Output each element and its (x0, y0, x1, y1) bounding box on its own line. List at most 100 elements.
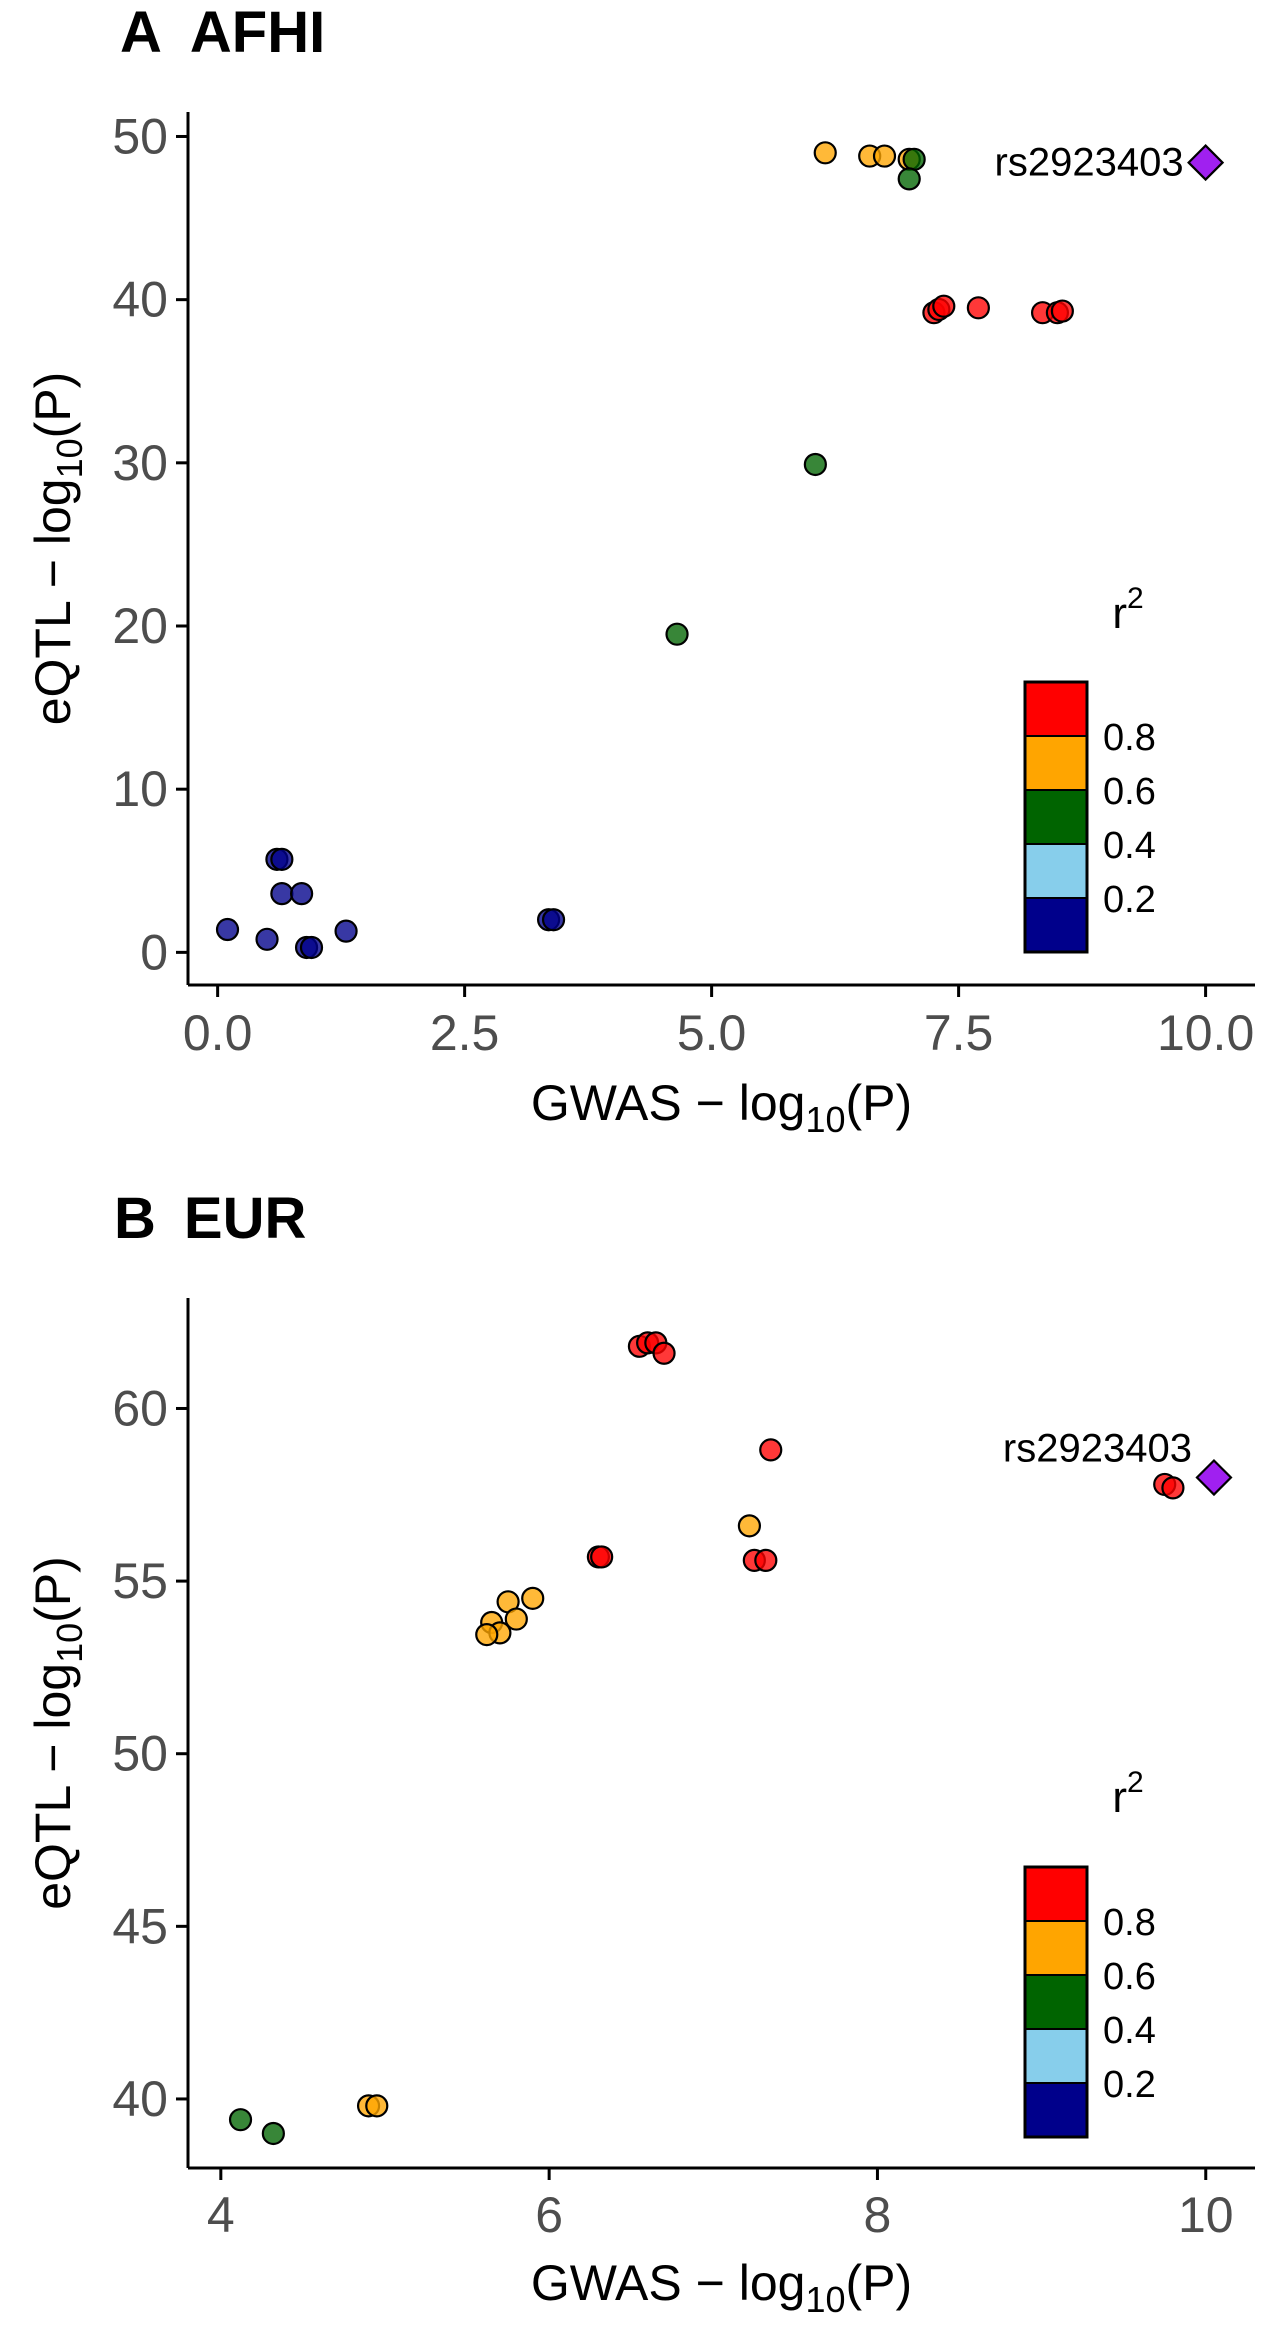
y-axis-title: eQTL − log10(P) (25, 372, 90, 726)
legend-color-swatch (1024, 681, 1088, 737)
y-axis-title-main: eQTL − log (25, 478, 81, 725)
legend-color-swatch (1024, 1920, 1088, 1976)
panel-heading: B EUR (114, 1186, 306, 1251)
x-tick-label: 4 (207, 2187, 235, 2243)
y-tick-label: 10 (112, 761, 168, 817)
legend-color-swatch (1024, 843, 1088, 899)
legend-color-swatch (1024, 2028, 1088, 2084)
data-point (872, 144, 897, 168)
legend-label: 0.4 (1103, 2010, 1156, 2052)
legend-color-swatch (1024, 2082, 1088, 2138)
legend-color-swatch (1024, 735, 1088, 791)
x-tick-label: 10.0 (1157, 1005, 1254, 1061)
panel-title: EUR (184, 1186, 306, 1251)
x-axis-title-end: (P) (846, 2255, 913, 2311)
y-tick-label: 40 (112, 2071, 168, 2127)
panel-title: AFHI (190, 0, 325, 65)
data-point (759, 1438, 783, 1462)
legend-title-superscript: 2 (1127, 582, 1144, 615)
y-tick-label: 40 (112, 272, 168, 328)
r2-legend: r2 0.8 0.6 0.4 0.2 (1023, 582, 1156, 954)
x-tick-label: 5.0 (677, 1005, 747, 1061)
data-point (652, 1341, 676, 1365)
data-point (261, 2121, 285, 2146)
y-tick-label: 50 (112, 108, 168, 164)
data-point (255, 927, 279, 951)
x-tick-label: 6 (535, 2187, 563, 2243)
data-point (737, 1514, 762, 1538)
y-tick-label: 20 (112, 598, 168, 654)
y-tick-label: 55 (112, 1553, 168, 1609)
lead-snp-label: rs2923403 (995, 141, 1184, 185)
data-point (299, 935, 324, 960)
legend-label: 0.2 (1103, 2064, 1156, 2106)
panel-letter: B (114, 1186, 156, 1251)
legend-title: r2 (1112, 1766, 1143, 1822)
legend-title-superscript: 2 (1127, 1766, 1144, 1799)
legend-label: 0.8 (1103, 1902, 1156, 1944)
data-point (270, 882, 294, 906)
data-point (365, 2094, 389, 2118)
data-point (754, 1548, 778, 1572)
legend-label: 0.4 (1103, 825, 1156, 867)
y-axis-title-end: (P) (25, 372, 81, 439)
x-tick-label: 10 (1178, 2187, 1234, 2243)
data-point (334, 919, 358, 943)
data-point (902, 147, 926, 171)
panel-heading: A AFHI (120, 0, 325, 65)
y-tick-label: 0 (140, 924, 168, 980)
x-axis-title-end: (P) (846, 1075, 913, 1131)
y-axis-title: eQTL − log10(P) (25, 1556, 90, 1910)
legend-frame (1023, 680, 1089, 954)
x-axis-title: GWAS − log10(P) (531, 2255, 912, 2320)
data-point (590, 1545, 614, 1569)
data-point (270, 847, 294, 871)
data-point (1050, 299, 1074, 323)
y-axis-title-main: eQTL − log (25, 1663, 81, 1910)
x-axis-title-main: GWAS − log (531, 2255, 806, 2311)
data-point (1161, 1476, 1185, 1500)
lead-snp-label: rs2923403 (1003, 1427, 1192, 1471)
data-point (521, 1586, 545, 1610)
data-point (932, 294, 956, 318)
x-axis-title-subscript: 10 (805, 1099, 845, 1140)
r2-legend: r2 0.8 0.6 0.4 0.2 (1023, 1766, 1156, 2139)
legend-label: 0.6 (1103, 1956, 1156, 1998)
y-tick-label: 50 (112, 1726, 168, 1782)
legend-label: 0.8 (1103, 717, 1156, 759)
x-tick-label: 2.5 (430, 1005, 500, 1061)
y-tick-label: 60 (112, 1380, 168, 1436)
data-point (541, 908, 566, 932)
data-point (215, 917, 240, 942)
x-axis-title: GWAS − log10(P) (531, 1075, 912, 1140)
lead-snp-marker (1195, 1458, 1233, 1497)
panel-letter: A (120, 0, 162, 65)
x-tick-label: 0.0 (183, 1005, 253, 1061)
x-tick-label: 7.5 (924, 1005, 994, 1061)
legend-title-base: r (1112, 589, 1127, 638)
x-axis-title-main: GWAS − log (531, 1075, 806, 1131)
legend-label: 0.2 (1103, 879, 1156, 921)
legend-label: 0.6 (1103, 771, 1156, 813)
y-tick-label: 45 (112, 1898, 168, 1954)
legend-title: r2 (1112, 582, 1143, 638)
legend-color-swatch (1024, 1974, 1088, 2030)
y-tick-label: 30 (112, 435, 168, 491)
data-point (228, 2108, 253, 2132)
legend-frame (1023, 1865, 1089, 2139)
data-point (290, 882, 314, 906)
data-point (897, 167, 921, 191)
legend-color-swatch (1024, 897, 1088, 953)
data-point (966, 296, 990, 320)
y-axis-title-end: (P) (25, 1556, 81, 1623)
data-point (665, 622, 689, 646)
chart-panel-a: A AFHI 0.0 2.5 5.0 7.5 10.0 0 10 20 30 40 50 GWAS − l… (25, 0, 1255, 1140)
data-point (475, 1623, 499, 1647)
y-axis-title-subscript: 10 (49, 438, 90, 478)
legend-color-swatch (1024, 1866, 1088, 1922)
data-point (813, 141, 837, 165)
x-axis-title-subscript: 10 (805, 2279, 845, 2320)
y-axis-title-subscript: 10 (49, 1623, 90, 1663)
